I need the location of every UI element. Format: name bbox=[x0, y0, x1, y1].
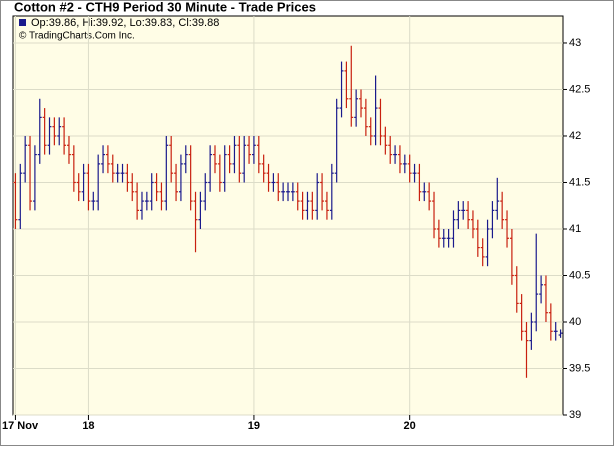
y-tick-label: 41.5 bbox=[569, 176, 590, 188]
x-tick-label: 18 bbox=[82, 420, 94, 432]
y-tick-label: 39.5 bbox=[569, 362, 590, 374]
copyright: © TradingCharts.Com Inc. bbox=[19, 31, 135, 42]
legend-text: Op:39.86, Hi:39.92, Lo:39.83, Cl:39.88 bbox=[31, 17, 219, 29]
chart-title: Cotton #2 - CTH9 Period 30 Minute - Trad… bbox=[14, 0, 316, 14]
y-tick-label: 43 bbox=[569, 37, 581, 49]
y-tick-label: 40.5 bbox=[569, 269, 590, 281]
y-tick-label: 42 bbox=[569, 130, 581, 142]
x-tick-label: 19 bbox=[248, 420, 260, 432]
plot-area bbox=[12, 15, 564, 416]
y-tick-label: 41 bbox=[569, 223, 581, 235]
y-tick-label: 42.5 bbox=[569, 83, 590, 95]
y-tick-label: 40 bbox=[569, 316, 581, 328]
x-tick-label: 20 bbox=[404, 420, 416, 432]
x-tick-label: 17 Nov bbox=[2, 420, 39, 432]
legend-swatch bbox=[19, 19, 26, 26]
y-tick-label: 39 bbox=[569, 409, 581, 421]
